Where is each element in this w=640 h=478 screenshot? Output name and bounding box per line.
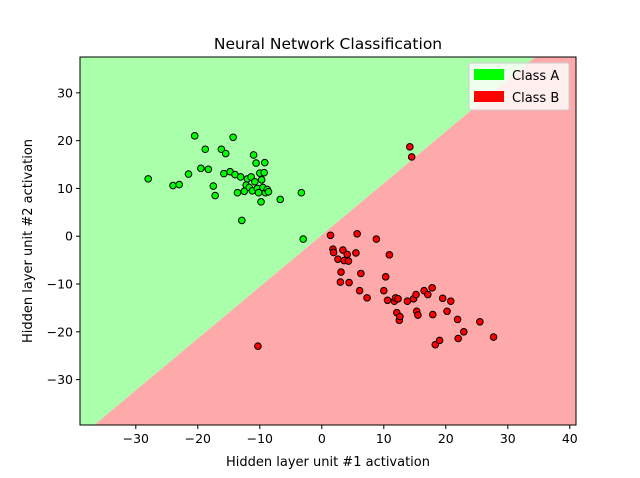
class-a-point [236,173,245,181]
class-a-point [197,164,205,173]
class-b-point [489,333,498,341]
x-tick-label: 30 [500,431,516,446]
class-b-point [476,317,484,326]
class-b-point [326,231,335,240]
class-b-point [424,290,432,299]
chart-title: Neural Network Classification [214,35,442,53]
x-tick-label: 10 [376,431,392,446]
class-a-point [220,169,228,178]
class-a-point [238,216,246,225]
class-b-region [94,57,576,425]
class-b-point [385,251,394,259]
class-b-point [454,334,463,343]
plot-area [80,57,576,425]
class-b-point [406,143,414,151]
class-b-point [334,255,342,263]
legend-label-class-a: Class A [512,69,559,84]
y-axis-label: Hidden layer unit #2 activation [21,139,36,343]
x-tick-label: 40 [562,431,578,446]
class-a-point [276,195,285,204]
y-tick-label: 20 [57,133,73,148]
x-axis-label: Hidden layer unit #1 activation [226,455,430,470]
class-b-point [352,249,360,257]
class-b-point [453,315,462,324]
y-tick-label: 30 [57,85,73,100]
x-tick-label: −30 [123,431,149,446]
class-a-point [251,177,259,186]
class-b-point [403,297,412,306]
class-b-point [345,278,353,287]
class-a-point [175,180,183,189]
y-tick-label: −10 [47,277,73,292]
class-b-point [428,284,436,292]
class-a-point [221,149,230,158]
x-axis-ticks: −30 −20 −10 0 10 20 30 40 [123,425,578,446]
class-b-point [438,294,447,303]
y-tick-label: 0 [65,229,73,244]
class-a-point [229,133,237,142]
x-tick-label: 20 [438,431,454,446]
class-b-point [459,328,468,336]
class-b-point [380,286,388,295]
class-a-points [144,132,308,243]
class-a-point [201,145,210,154]
class-b-point [344,257,353,265]
class-b-point [381,273,390,281]
class-b-point [407,153,416,161]
class-b-point [254,342,262,350]
class-b-point [383,296,392,305]
class-b-point [355,286,364,295]
class-b-point [329,248,338,257]
x-tick-label: −10 [247,431,273,446]
class-b-point [337,268,345,276]
legend-label-class-b: Class B [512,91,559,106]
plot-frame [79,56,577,426]
class-a-point [233,188,242,197]
class-a-point [264,187,273,196]
y-tick-label: −30 [47,372,73,387]
class-b-point [446,297,455,306]
class-a-point [260,158,269,167]
class-b-point [443,307,451,316]
class-b-point [412,290,420,299]
class-a-point [169,181,177,190]
class-b-point [363,294,371,302]
class-b-point [343,250,352,259]
class-a-point [204,165,213,174]
class-a-point [144,175,152,183]
class-a-point [209,182,218,190]
class-a-point [211,191,219,200]
y-axis-ticks: −30 −20 −10 0 10 20 30 [47,85,80,387]
y-tick-label: 10 [57,181,73,196]
class-b-point [396,312,404,321]
class-b-point [353,230,361,238]
class-b-point [372,235,381,243]
class-b-point [428,310,437,319]
legend-swatch-class-a [474,69,504,80]
x-tick-label: −20 [185,431,211,446]
class-a-point [297,188,306,197]
chart-title-group: Neural Network Classification [214,35,442,53]
y-tick-label: −20 [47,324,73,339]
class-a-point [249,151,258,159]
class-a-point [299,235,308,243]
class-b-point [336,278,345,286]
legend-swatch-class-b [474,91,504,102]
class-a-point [252,159,260,167]
x-tick-label: 0 [318,431,326,446]
class-a-point [257,176,266,184]
class-b-point [357,269,365,278]
class-a-region [80,57,536,425]
legend: Class A Class B [468,62,570,111]
class-b-point [414,311,422,319]
class-b-point [394,295,402,303]
class-a-point [190,132,199,140]
class-a-point [257,198,265,206]
class-a-point [260,168,268,177]
class-b-points [254,143,498,350]
class-a-point [184,170,193,178]
class-b-point [435,336,444,345]
